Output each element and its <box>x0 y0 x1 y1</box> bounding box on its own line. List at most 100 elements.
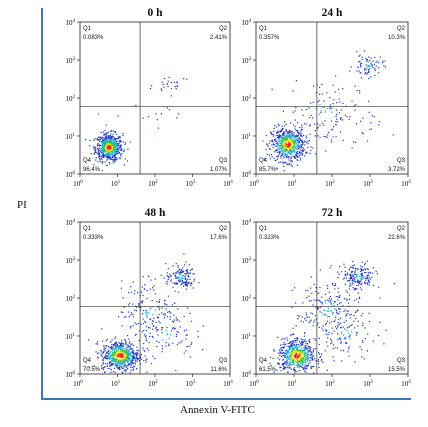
data-point <box>359 54 361 56</box>
data-point <box>300 359 302 361</box>
data-point <box>124 143 126 145</box>
data-point <box>157 307 159 309</box>
data-point <box>299 361 301 363</box>
data-point <box>355 334 357 336</box>
data-point <box>286 154 288 156</box>
data-point <box>113 144 115 146</box>
data-point <box>309 339 311 341</box>
data-point <box>297 142 299 144</box>
data-point <box>291 139 293 141</box>
data-point <box>356 281 358 283</box>
data-point <box>183 330 186 332</box>
data-point <box>105 135 107 137</box>
data-point <box>297 148 299 150</box>
data-point <box>278 359 281 361</box>
data-point <box>186 279 188 281</box>
data-point <box>149 87 151 90</box>
data-point <box>266 153 268 155</box>
data-point <box>288 348 291 350</box>
data-point <box>313 321 315 323</box>
data-point <box>109 137 111 139</box>
data-point <box>135 310 138 312</box>
data-point <box>385 329 387 331</box>
data-point <box>325 330 327 332</box>
data-point <box>126 160 129 162</box>
data-point <box>103 152 105 154</box>
data-point <box>310 319 312 321</box>
data-point <box>173 328 175 330</box>
data-point <box>156 330 158 332</box>
data-point <box>316 308 319 310</box>
data-point <box>128 292 130 294</box>
data-point <box>305 353 307 355</box>
data-point <box>161 312 163 314</box>
data-point <box>287 163 289 165</box>
data-point <box>287 155 289 158</box>
data-point <box>191 341 193 344</box>
data-point <box>115 348 117 350</box>
data-point <box>96 138 98 140</box>
data-point <box>330 338 332 340</box>
data-point <box>97 139 99 141</box>
quadrant-label: Q3 <box>219 358 228 364</box>
data-point <box>119 353 121 355</box>
data-point <box>291 346 293 348</box>
data-point <box>311 351 313 354</box>
data-point <box>328 315 330 318</box>
data-point <box>112 142 115 144</box>
data-point <box>145 338 147 340</box>
data-point <box>282 132 284 134</box>
data-point <box>351 266 353 268</box>
data-point <box>361 272 363 274</box>
data-point <box>327 334 329 336</box>
data-point <box>305 151 307 153</box>
data-point <box>283 155 285 157</box>
data-point <box>109 134 111 137</box>
data-point <box>290 150 292 153</box>
data-point <box>166 304 168 306</box>
data-point <box>282 149 284 152</box>
data-point <box>314 339 317 341</box>
data-point <box>339 317 342 319</box>
x-tick-label: 100 <box>249 380 259 388</box>
data-point <box>280 344 282 346</box>
data-point <box>369 272 372 274</box>
data-point <box>308 351 310 353</box>
data-point <box>293 149 295 151</box>
data-point <box>147 116 150 118</box>
data-point <box>369 278 372 280</box>
data-point <box>301 359 303 361</box>
data-point <box>107 151 109 153</box>
data-point <box>155 326 158 328</box>
data-point <box>319 136 321 138</box>
data-point <box>287 356 289 358</box>
x-tick-label: 104 <box>223 380 233 388</box>
data-point <box>117 345 119 347</box>
data-point <box>124 350 127 353</box>
data-point <box>113 143 115 145</box>
data-point <box>112 371 114 373</box>
data-point <box>103 149 105 152</box>
data-point <box>116 138 118 140</box>
data-point <box>149 307 151 309</box>
data-point <box>160 113 162 115</box>
data-point <box>295 325 297 327</box>
data-point <box>277 158 279 160</box>
data-point <box>348 298 351 300</box>
data-point <box>292 356 294 358</box>
data-point <box>294 157 297 159</box>
data-point <box>286 136 288 138</box>
data-point <box>103 366 105 369</box>
data-point <box>281 135 283 138</box>
data-point <box>148 275 150 277</box>
data-point <box>123 306 125 308</box>
data-point <box>100 136 102 138</box>
data-point <box>104 139 107 142</box>
data-point <box>282 346 284 348</box>
data-point <box>356 331 358 334</box>
data-point <box>111 357 113 359</box>
data-point <box>333 320 335 323</box>
data-point <box>317 126 319 129</box>
data-point <box>296 155 298 157</box>
data-point <box>277 146 279 148</box>
